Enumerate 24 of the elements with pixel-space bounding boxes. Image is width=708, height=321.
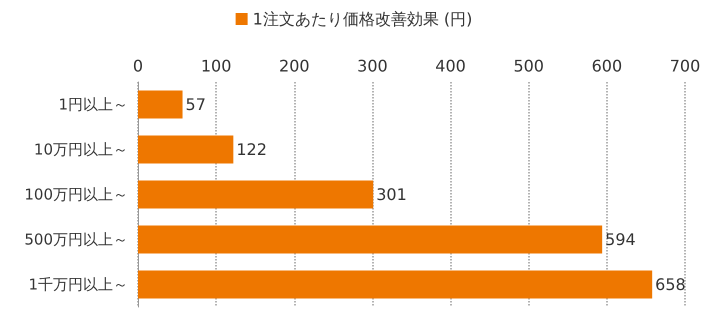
data-label: 594 <box>605 230 636 249</box>
data-label: 57 <box>186 95 206 114</box>
y-tick-label: 500万円以上～ <box>24 230 128 248</box>
bar <box>138 270 652 298</box>
bar <box>138 136 234 164</box>
x-tick-label: 600 <box>592 56 622 76</box>
y-tick-label: 10万円以上～ <box>34 140 128 158</box>
legend-label: 1注文あたり価格改善効果 (円) <box>252 10 472 28</box>
x-tick-label: 200 <box>279 56 310 76</box>
x-tick-label: 0 <box>132 56 144 76</box>
y-tick-label: 1円以上～ <box>58 96 128 114</box>
x-tick-label: 500 <box>513 56 544 76</box>
bar <box>138 90 183 118</box>
x-tick-label: 400 <box>435 56 466 76</box>
y-tick-label: 100万円以上～ <box>24 186 128 204</box>
x-tick-label: 100 <box>200 56 232 76</box>
x-tick-label: 300 <box>357 56 388 76</box>
data-label: 122 <box>236 140 267 159</box>
y-tick-label: 1千万円以上～ <box>28 276 128 294</box>
bar <box>138 180 374 208</box>
data-label: 658 <box>655 275 686 294</box>
data-label: 301 <box>376 185 407 204</box>
bar <box>138 226 602 254</box>
x-tick-label: 700 <box>670 56 700 76</box>
